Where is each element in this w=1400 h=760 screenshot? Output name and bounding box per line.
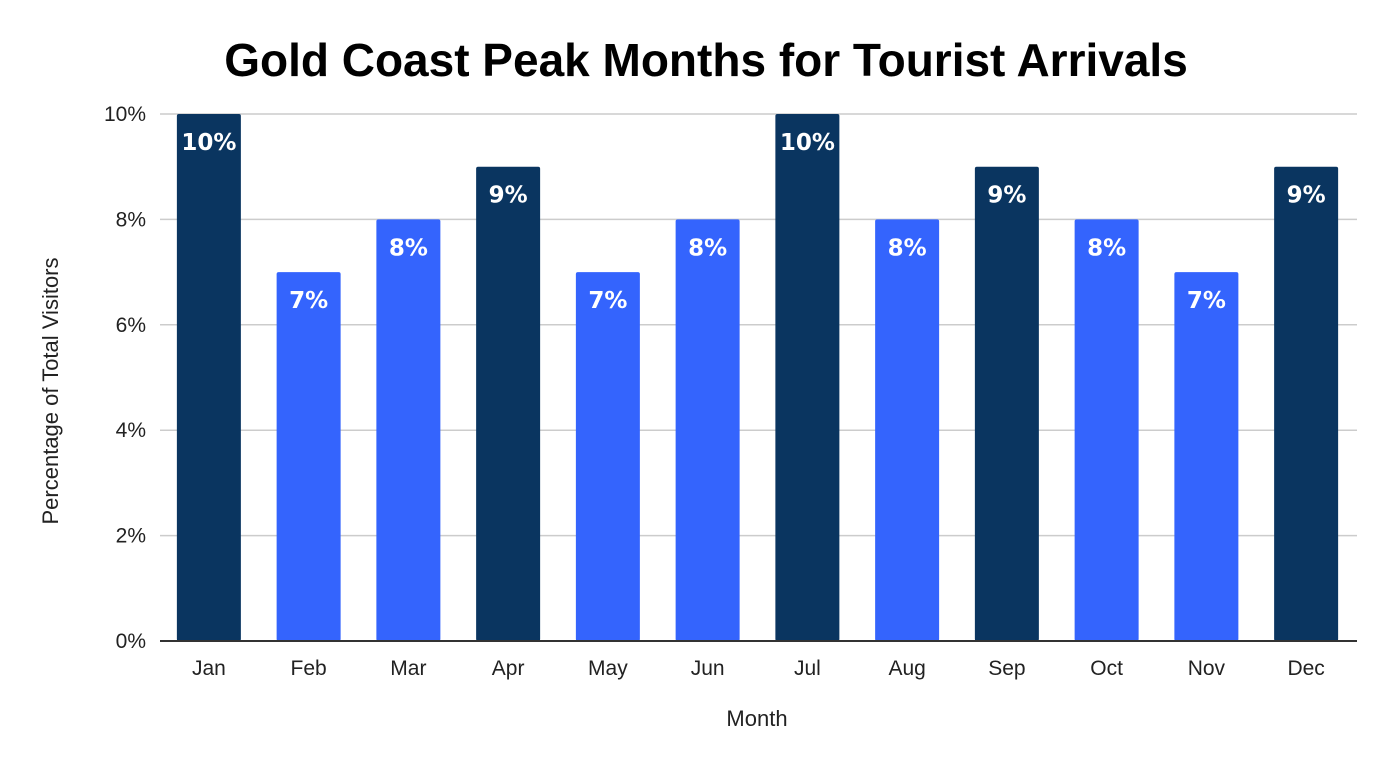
y-tick-label: 10% [104, 103, 146, 126]
bar-aug [875, 219, 940, 641]
bar-jan [176, 114, 241, 641]
data-label-apr: 9% [489, 183, 528, 209]
y-axis-label: Percentage of Total Visitors [38, 257, 63, 524]
y-tick-label: 6% [116, 314, 146, 337]
x-tick-label: Mar [390, 657, 426, 680]
data-label-jul: 10% [780, 130, 835, 156]
bar-jun [675, 219, 740, 641]
y-tick-label: 0% [116, 630, 146, 653]
x-axis-label: Month [726, 706, 787, 731]
bar-mar [376, 219, 441, 641]
data-labels: 10% 7% 8% 9% 7% 8% 10% 8% 9% 8% 7% 9% [181, 130, 1325, 314]
x-tick-label: May [588, 657, 628, 680]
x-tick-label: Dec [1287, 657, 1324, 680]
data-label-sep: 9% [987, 183, 1026, 209]
x-tick-label: Apr [492, 657, 525, 680]
x-axis-ticks: Jan Feb Mar Apr May Jun Jul Aug Sep Oct Nov Dec [192, 657, 1325, 680]
bar-nov [1174, 272, 1239, 641]
bar-may [575, 272, 640, 641]
y-tick-label: 4% [116, 419, 146, 442]
x-tick-label: Feb [291, 657, 327, 680]
data-label-oct: 8% [1087, 235, 1126, 261]
y-tick-label: 8% [116, 208, 146, 231]
bar-oct [1074, 219, 1139, 641]
y-tick-label: 2% [116, 525, 146, 548]
bar-jul [775, 114, 840, 641]
chart-title: Gold Coast Peak Months for Tourist Arriv… [224, 34, 1188, 86]
data-label-jun: 8% [688, 235, 727, 261]
x-tick-label: Oct [1090, 657, 1123, 680]
x-tick-label: Nov [1188, 657, 1226, 680]
y-axis-ticks: 0% 2% 4% 6% 8% 10% [104, 103, 146, 653]
x-tick-label: Aug [888, 657, 925, 680]
bar-feb [276, 272, 341, 641]
data-label-may: 7% [588, 288, 627, 314]
x-tick-label: Jul [794, 657, 821, 680]
x-tick-label: Jan [192, 657, 226, 680]
data-label-aug: 8% [888, 235, 927, 261]
bar-apr [476, 166, 541, 641]
data-label-jan: 10% [181, 130, 236, 156]
bars [176, 114, 1339, 641]
data-label-feb: 7% [289, 288, 328, 314]
bar-sep [974, 166, 1039, 641]
data-label-mar: 8% [389, 235, 428, 261]
bar-dec [1274, 166, 1339, 641]
x-tick-label: Jun [691, 657, 725, 680]
x-tick-label: Sep [988, 657, 1025, 680]
gridlines [160, 113, 1357, 537]
data-label-dec: 9% [1287, 183, 1326, 209]
data-label-nov: 7% [1187, 288, 1226, 314]
